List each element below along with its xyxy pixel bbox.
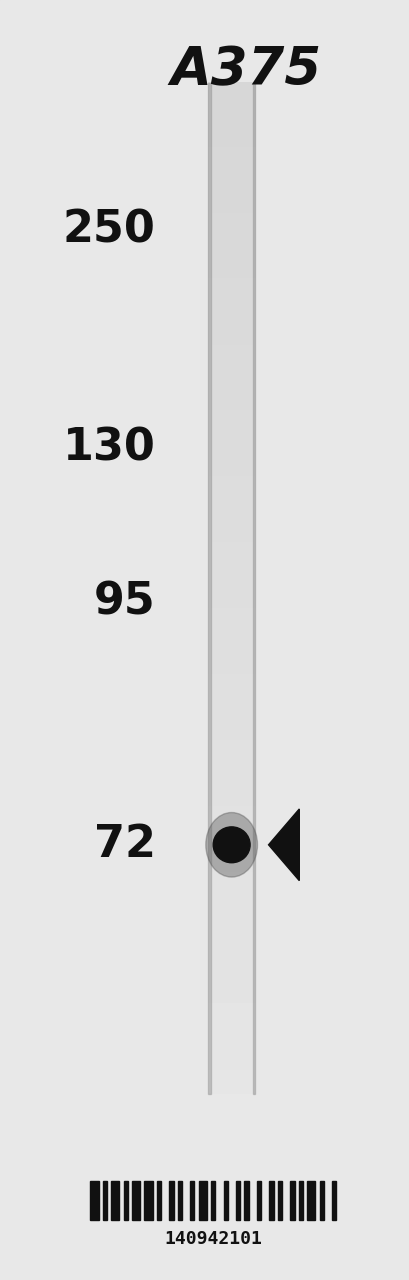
Bar (256, 1181, 261, 1220)
Text: 72: 72 (94, 823, 155, 867)
Bar (157, 1181, 161, 1220)
Bar (169, 1181, 173, 1220)
Bar (198, 1181, 207, 1220)
Bar (236, 1181, 240, 1220)
Bar (244, 1181, 248, 1220)
Bar (269, 1181, 273, 1220)
Bar (211, 1181, 215, 1220)
Bar (331, 1181, 335, 1220)
Text: A375: A375 (170, 45, 321, 97)
Text: 95: 95 (94, 580, 155, 623)
Bar (207, 83, 210, 1094)
Bar (132, 1181, 140, 1220)
Text: 250: 250 (63, 209, 155, 252)
Text: 140942101: 140942101 (164, 1230, 261, 1248)
Bar (103, 1181, 107, 1220)
Bar (123, 1181, 128, 1220)
Bar (277, 1181, 281, 1220)
Polygon shape (268, 809, 299, 881)
Bar (306, 1181, 315, 1220)
Bar (298, 1181, 302, 1220)
Bar (178, 1181, 182, 1220)
Bar (252, 83, 254, 1094)
Text: 130: 130 (63, 426, 155, 470)
Ellipse shape (213, 827, 249, 863)
Bar (111, 1181, 119, 1220)
Ellipse shape (205, 813, 257, 877)
Bar (319, 1181, 323, 1220)
Bar (223, 1181, 227, 1220)
Bar (190, 1181, 194, 1220)
Bar (144, 1181, 153, 1220)
Bar (90, 1181, 98, 1220)
Bar (290, 1181, 294, 1220)
